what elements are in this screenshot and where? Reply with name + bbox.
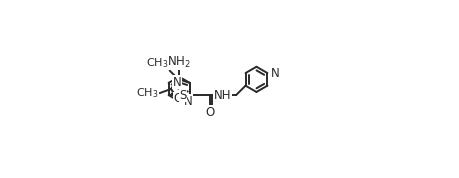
Text: CH$_3$: CH$_3$ [136,86,158,100]
Text: N: N [173,75,181,88]
Text: O: O [205,106,214,119]
Text: CH$_3$: CH$_3$ [146,56,168,70]
Text: N: N [183,95,192,108]
Text: NH$_2$: NH$_2$ [167,54,190,70]
Text: NH: NH [213,89,231,102]
Text: N: N [271,67,280,80]
Text: S: S [179,89,186,102]
Text: O: O [173,92,182,105]
